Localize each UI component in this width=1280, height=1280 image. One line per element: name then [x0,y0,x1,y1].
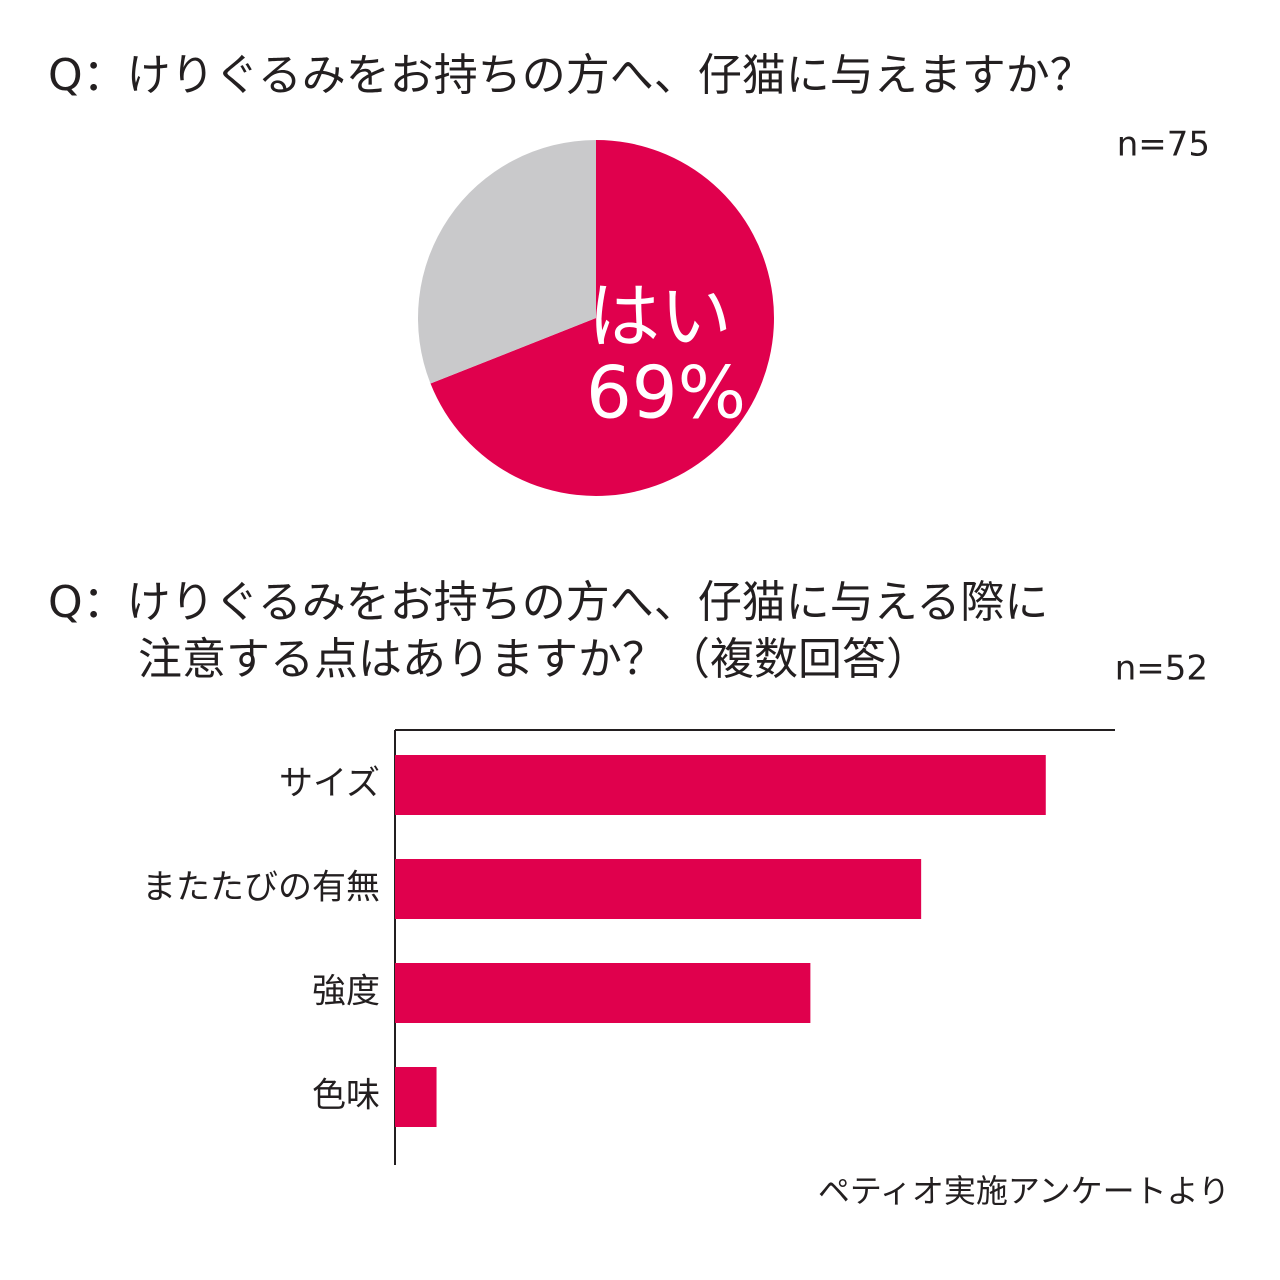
pie-slice [430,140,775,496]
bar-title: Q：けりぐるみをお持ちの方へ、仔猫に与える際に [48,577,1048,628]
bar [395,755,1046,815]
bar [395,963,811,1023]
pie-title: Q：けりぐるみをお持ちの方へ、仔猫に与えますか？ [48,50,1094,101]
bar [395,1067,437,1127]
category-label: またたびの有無 [142,868,380,908]
slice-label: はい [588,275,732,359]
bar-title: 注意する点はありますか？（複数回答） [138,634,930,685]
bar-sample-size: n=52 [1115,649,1208,689]
category-label: サイズ [279,764,380,804]
pie-slice [418,140,596,384]
pie-sample-size: n=75 [1117,125,1210,165]
category-label: 強度 [312,972,380,1012]
source-note: ペティオ実施アンケートより [818,1172,1230,1210]
category-label: 色味 [312,1076,380,1116]
slice-value-label: 69% [586,351,746,435]
bar [395,859,922,919]
